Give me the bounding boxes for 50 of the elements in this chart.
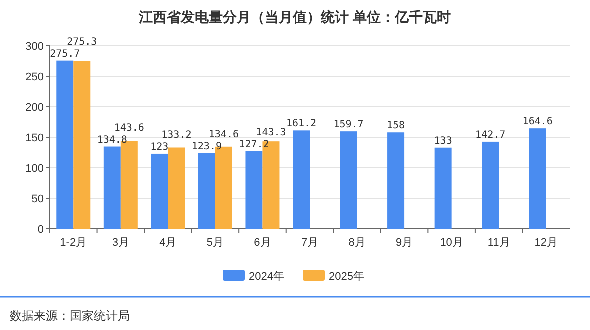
data-label: 142.7 (476, 130, 506, 141)
bar (74, 61, 91, 229)
legend-label: 2025年 (329, 271, 364, 283)
bar (529, 128, 546, 229)
y-tick-label: 250 (26, 72, 44, 84)
bar (388, 132, 405, 229)
data-label: 143.6 (114, 122, 144, 134)
x-tick-label: 11月 (488, 237, 510, 249)
bar (293, 130, 310, 229)
data-label: 123 (150, 142, 169, 153)
bar (168, 148, 186, 229)
x-tick-label: 10月 (440, 237, 464, 249)
data-label: 158 (387, 120, 406, 132)
x-tick-label: 9月 (396, 237, 414, 249)
data-label: 275.7 (50, 48, 80, 60)
x-tick-label: 3月 (112, 237, 130, 249)
x-tick-label: 8月 (348, 237, 366, 249)
y-tick-label: 200 (26, 102, 44, 114)
y-tick-label: 100 (26, 163, 44, 175)
source-note: 数据来源：国家统计局 (10, 309, 130, 323)
bar (198, 153, 216, 229)
data-label: 164.6 (522, 116, 553, 128)
bar (151, 154, 168, 229)
bar (340, 132, 358, 229)
bar (482, 142, 500, 229)
data-label: 143.3 (256, 127, 286, 138)
data-label: 134.6 (208, 129, 240, 140)
data-label: 123.9 (192, 141, 222, 152)
data-label: 275.3 (67, 36, 98, 48)
x-tick-label: 6月 (254, 237, 272, 249)
x-tick-label: 1-2月 (60, 237, 88, 249)
legend-label: 2024年 (249, 271, 284, 283)
chart-title: 江西省发电量分月（当月值）统计 单位：亿千瓦时 (138, 9, 451, 25)
x-tick-label: 7月 (301, 237, 319, 249)
data-label: 134.8 (97, 134, 128, 146)
bar (246, 151, 263, 229)
bar (434, 148, 452, 229)
data-label: 133 (434, 136, 452, 147)
data-label: 161.2 (286, 118, 317, 130)
y-tick-label: 0 (38, 224, 44, 236)
bar (56, 60, 74, 229)
data-label: 133.2 (162, 130, 192, 141)
data-label: 159.7 (334, 120, 364, 131)
y-tick-label: 50 (32, 194, 44, 206)
x-tick-label: 5月 (206, 237, 224, 249)
bar (104, 146, 121, 229)
y-tick-label: 150 (26, 132, 44, 144)
y-tick-label: 300 (26, 41, 44, 53)
x-tick-label: 4月 (160, 237, 177, 249)
x-tick-label: 12月 (534, 237, 558, 249)
